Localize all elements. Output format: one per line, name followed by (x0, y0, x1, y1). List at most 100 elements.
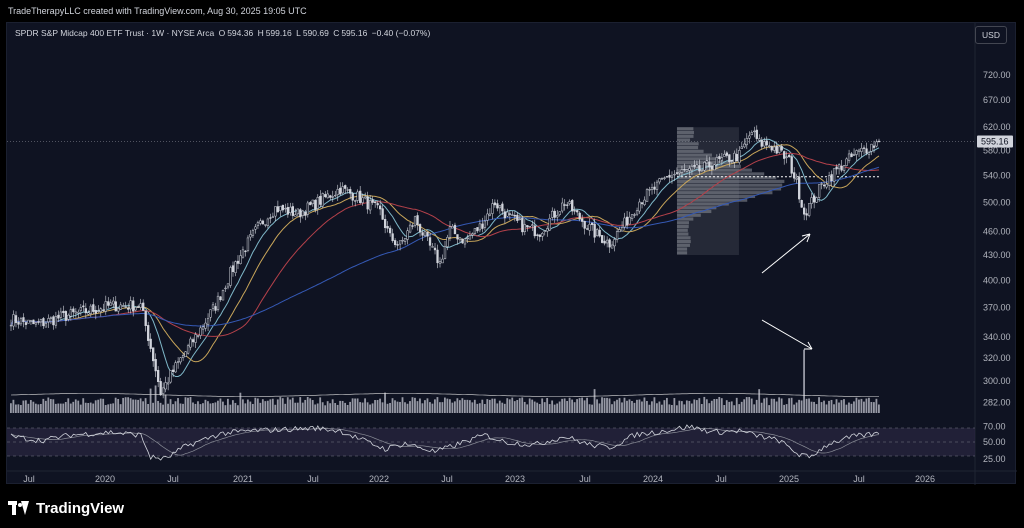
currency-button[interactable]: USD (975, 26, 1007, 44)
low-value: 590.69 (302, 28, 329, 38)
candle-body (471, 233, 474, 236)
candle-body (428, 237, 432, 246)
candle-body (553, 210, 556, 218)
candle-body (710, 165, 714, 170)
time-axis[interactable]: Jul 2020 Jul 2021 Jul 2022 Jul 2023 Jul 2024 Jul 20… (23, 474, 935, 484)
volume-bar (740, 401, 743, 413)
chart-panel[interactable]: 70.00 50.00 25.00 720.00 670.00 620.00 580.00… (6, 22, 1017, 485)
candle-body (808, 203, 811, 216)
candle-body (768, 145, 771, 147)
candle-body (758, 138, 761, 141)
candle-body (730, 160, 733, 162)
volume-bar (389, 402, 391, 413)
candle-body (591, 222, 594, 225)
candle-body (316, 197, 319, 209)
candle-body (431, 246, 434, 248)
candle-body (206, 318, 210, 326)
candle-body (184, 351, 187, 357)
volume-bar (301, 402, 304, 413)
volume-bar (286, 397, 289, 413)
volume-bar (309, 398, 312, 413)
volume-bar (102, 398, 105, 413)
volume-bar (673, 398, 676, 413)
volume-bar (753, 404, 756, 413)
candle-body (266, 218, 270, 226)
candle (735, 148, 738, 162)
candle (803, 203, 806, 221)
volume-bar (768, 405, 771, 413)
candle (827, 171, 831, 191)
candle-body (793, 172, 796, 179)
candle (586, 225, 589, 231)
volume-bar (179, 403, 182, 413)
candle-body (516, 214, 519, 221)
price-axis[interactable]: 720.00 670.00 620.00 580.00 540.00 500.00 460.… (977, 70, 1013, 407)
time-tick-label: Jul (441, 474, 453, 484)
volume-bar (656, 403, 658, 413)
volume-bar (641, 401, 643, 413)
candle (461, 238, 464, 244)
candle-body (159, 381, 162, 395)
price-tick-label: 340.00 (983, 332, 1011, 342)
candle-body (304, 211, 307, 216)
candle (680, 165, 684, 177)
candle-body (518, 218, 521, 220)
candle (728, 154, 731, 167)
volume-bar (64, 402, 67, 413)
volume-bar (349, 401, 352, 413)
candle (142, 299, 145, 311)
volume-profile-bar (676, 183, 783, 187)
candle (114, 296, 117, 312)
candle (266, 217, 270, 229)
candle (339, 182, 342, 196)
volume-bar (379, 398, 381, 413)
candle-body (845, 158, 848, 166)
time-tick-label: 2025 (779, 474, 799, 484)
volume-bar (29, 400, 32, 413)
candle-body (541, 233, 544, 237)
volume-bar (311, 400, 314, 413)
rsi-tick-label: 25.00 (983, 454, 1006, 464)
candle-body (778, 146, 781, 153)
candle-body (568, 201, 571, 205)
volume-bar (304, 399, 307, 413)
candle (852, 148, 856, 156)
volume-bar (227, 398, 229, 413)
volume-bar (513, 401, 516, 413)
candle-body (314, 199, 317, 210)
price-tick-label: 370.00 (983, 303, 1011, 313)
candle-body (152, 347, 155, 362)
candle (678, 171, 681, 176)
candle-body (403, 238, 407, 242)
candle (271, 212, 275, 218)
volume-bar (264, 401, 267, 413)
candle (119, 301, 122, 310)
volume-bar (364, 398, 366, 413)
candle (546, 225, 549, 237)
candle (663, 176, 666, 181)
candle (710, 162, 714, 175)
candle (730, 159, 733, 164)
candle (39, 318, 43, 327)
candle (600, 235, 604, 244)
candle-body (660, 178, 664, 180)
candle-body (668, 174, 671, 178)
candle-body (411, 225, 414, 227)
volume-bar (129, 398, 132, 413)
price-chart[interactable]: 70.00 50.00 25.00 720.00 670.00 620.00 580.00… (7, 23, 1017, 485)
candle (763, 137, 766, 148)
candle-body (226, 283, 230, 288)
volume-profile-bar (676, 172, 765, 176)
volume-bar (42, 398, 45, 413)
candle-body (406, 230, 409, 240)
candle-body (144, 310, 147, 326)
candle-body (443, 245, 447, 259)
candle-body (705, 160, 709, 164)
candle-body (663, 177, 666, 179)
candle (77, 309, 80, 318)
candle (446, 234, 449, 251)
volume-bar (713, 399, 716, 413)
candle-body (478, 223, 482, 231)
candle-body (421, 232, 424, 236)
volume-bar (531, 399, 534, 413)
